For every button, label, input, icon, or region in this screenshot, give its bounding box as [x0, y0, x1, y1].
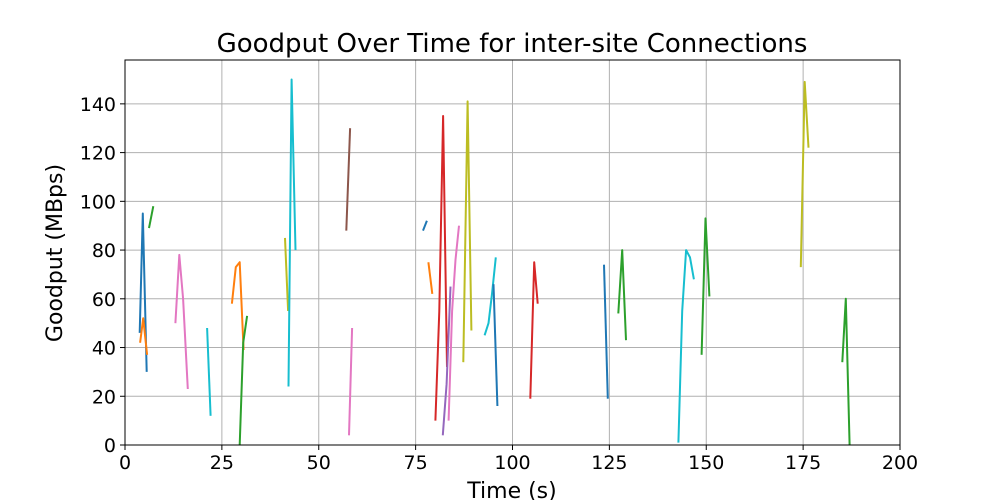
- series-line-0: [138, 212, 148, 372]
- series-line-24: [799, 80, 810, 268]
- series-line-21: [617, 249, 627, 341]
- y-axis-label: Goodput (MBps): [43, 164, 68, 342]
- x-tick-label: 200: [882, 452, 918, 474]
- y-tick-label: 60: [92, 289, 116, 311]
- chart-title: Goodput Over Time for inter-site Connect…: [217, 29, 808, 59]
- x-tick-label: 125: [591, 452, 627, 474]
- series-line-4: [206, 327, 212, 416]
- series-line-3: [174, 253, 189, 390]
- series-line-13: [434, 115, 448, 421]
- series-line-23: [700, 217, 711, 355]
- series-line-12: [427, 262, 434, 295]
- series-line-8: [287, 78, 297, 387]
- y-tick-label: 100: [80, 191, 116, 213]
- series-line-22: [677, 249, 695, 443]
- series-line-6: [238, 315, 249, 446]
- x-tick-label: 175: [785, 452, 821, 474]
- series-line-17: [483, 257, 497, 336]
- series-line-2: [148, 206, 155, 229]
- series-line-5: [230, 261, 245, 351]
- series-line-20: [603, 264, 609, 399]
- x-tick-label: 25: [210, 452, 234, 474]
- x-tick-label: 100: [494, 452, 530, 474]
- x-tick-label: 150: [688, 452, 724, 474]
- series-line-14: [441, 286, 452, 436]
- y-tick-label: 20: [92, 386, 116, 408]
- y-tick-label: 0: [104, 435, 116, 457]
- series-line-16: [462, 100, 473, 363]
- series-line-9: [345, 128, 352, 231]
- axis-ticks: 0 25 50 75 100 125 150 175 200 0 20 40 60 80 100 120 140: [80, 94, 918, 474]
- x-tick-label: 75: [404, 452, 428, 474]
- series-line-10: [348, 327, 354, 436]
- x-tick-label: 0: [119, 452, 131, 474]
- x-axis-label: Time (s): [466, 479, 556, 500]
- y-tick-label: 40: [92, 338, 116, 360]
- y-tick-label: 120: [80, 143, 116, 165]
- series-line-1: [139, 317, 149, 355]
- series-lines: [138, 78, 851, 446]
- series-line-7: [284, 237, 290, 312]
- x-tick-label: 50: [307, 452, 331, 474]
- series-line-11: [422, 220, 428, 231]
- series-line-18: [492, 284, 499, 407]
- y-tick-label: 140: [80, 94, 116, 116]
- y-tick-label: 80: [92, 240, 116, 262]
- series-line-25: [841, 297, 851, 446]
- series-line-15: [447, 225, 460, 421]
- series-line-19: [529, 261, 539, 399]
